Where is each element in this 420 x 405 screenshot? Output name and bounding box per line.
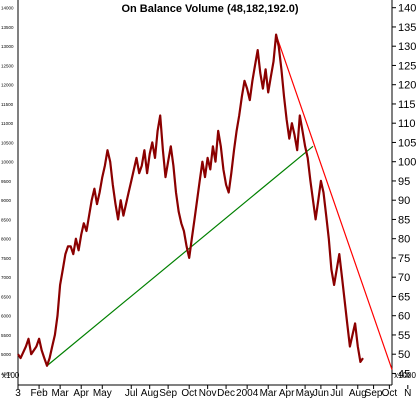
trendline (275, 34, 393, 370)
x-axis-tick-label: Apr (73, 388, 89, 399)
x-axis: 3 Feb Mar Apr May Jul Aug Sep Oct Nov Dec 2004 Mar Ap… (15, 385, 411, 399)
x-axis-tick-label: Oct (181, 388, 197, 399)
right-axis-tick-label: 135 (398, 22, 416, 34)
left-axis-tick-label: 9000 (1, 198, 12, 203)
x-axis-tick-label: Jun (313, 388, 329, 399)
obv-series (17, 33, 364, 367)
x-axis-tick-label: 2004 (236, 388, 259, 399)
right-axis-tick-label: 85 (398, 214, 410, 226)
left-axis-tick-label: 5500 (1, 333, 12, 338)
left-axis-tick-label: 6500 (1, 294, 12, 299)
x-axis-tick-label: Jul (330, 388, 343, 399)
x-axis-tick-label: Feb (30, 388, 48, 399)
left-axis-tick-label: 13000 (1, 44, 14, 49)
right-axis-tick-label: 60 (398, 311, 410, 323)
left-axis-labels: 14000 13500 13000 12500 12000 11500 11000 10500… (1, 6, 14, 377)
left-axis-tick-label: 8500 (1, 217, 12, 222)
obv-line (17, 33, 364, 367)
right-axis-tick-label: 140 (398, 3, 416, 15)
right-axis-tick-label: 130 (398, 41, 416, 53)
x-axis-tick-label: Dec (217, 388, 235, 399)
chart-title: On Balance Volume (48,182,192.0) (121, 3, 298, 15)
x-axis-tick-label: Oct (382, 388, 398, 399)
left-axis-tick-label: 4500 (1, 371, 12, 376)
x-axis-tick-label: 3 (15, 388, 21, 399)
right-axis-tick-label: 75 (398, 253, 410, 265)
left-axis-tick-label: 14000 (1, 6, 14, 11)
right-axis-tick-label: 80 (398, 234, 410, 246)
left-axis-scale-label: x100 (2, 371, 20, 380)
left-axis-tick-label: 13500 (1, 25, 14, 30)
left-axis-tick-label: 11000 (1, 121, 14, 126)
left-axis-tick-label: 8000 (1, 237, 12, 242)
right-axis-tick-label: 45 (398, 368, 410, 380)
right-axis-tick-label: 70 (398, 272, 410, 284)
right-axis-tick-label: 55 (398, 330, 410, 342)
left-axis-tick-label: 10500 (1, 140, 14, 145)
right-axis-tick-label: 95 (398, 176, 410, 188)
x-axis-tick-label: May (93, 388, 112, 399)
x-axis-tick-label: N (404, 388, 411, 399)
x-axis-tick-label: Apr (279, 388, 295, 399)
x-axis-tick-label: Mar (260, 388, 278, 399)
right-axis-tick-label: 120 (398, 80, 416, 92)
left-axis-tick-label: 5000 (1, 352, 12, 357)
left-axis-tick-label: 12000 (1, 83, 14, 88)
right-axis-tick-label: 125 (398, 60, 416, 72)
right-axis-tick-label: 65 (398, 291, 410, 303)
x-axis-tick-label: Mar (52, 388, 70, 399)
right-axis-scale-label: x1000 (394, 371, 416, 380)
x-axis-tick-label: May (296, 388, 315, 399)
right-axis-tick-label: 105 (398, 137, 416, 149)
x-axis-tick-label: Jul (125, 388, 138, 399)
left-axis-tick-label: 10000 (1, 160, 14, 165)
left-axis-tick-label: 9500 (1, 179, 12, 184)
right-axis-tick-label: 90 (398, 195, 410, 207)
right-axis: 140 135 130 125 120 115 110 105 100 95 90 85 80 75 70 6… (392, 3, 416, 380)
right-axis-tick-label: 115 (398, 99, 416, 111)
right-axis-tick-label: 110 (398, 118, 416, 130)
plot-frame (17, 0, 393, 386)
x-axis-tick-label: Nov (199, 388, 217, 399)
left-axis-tick-label: 11500 (1, 102, 14, 107)
trendline (46, 145, 314, 367)
right-axis-tick-label: 100 (398, 157, 416, 169)
trendlines (46, 34, 393, 370)
right-axis-tick-label: 50 (398, 349, 410, 361)
left-axis-tick-label: 7500 (1, 256, 12, 261)
left-axis-tick-label: 7000 (1, 275, 12, 280)
left-axis-tick-label: 6000 (1, 314, 12, 319)
left-axis-tick-label: 12500 (1, 63, 14, 68)
x-axis-tick-label: Sep (159, 388, 177, 399)
x-axis-tick-label: Aug (349, 388, 367, 399)
x-axis-tick-label: Aug (141, 388, 159, 399)
x-axis-tick-label: Sep (365, 388, 383, 399)
